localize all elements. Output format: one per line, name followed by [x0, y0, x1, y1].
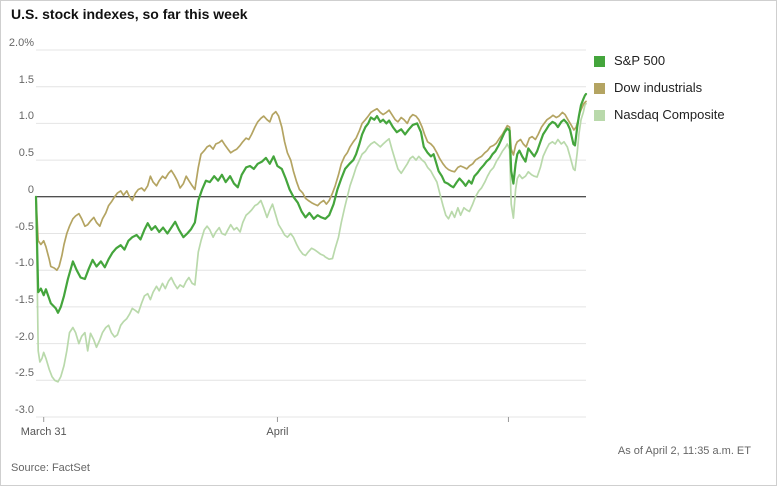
legend-swatch-icon: [594, 55, 605, 67]
legend: S&P 500 Dow industrials Nasdaq Composite: [594, 54, 725, 135]
legend-item-dow-industrials: Dow industrials: [594, 81, 725, 95]
as-of-note: As of April 2, 11:35 a.m. ET: [617, 445, 751, 457]
y-axis-label: 0: [27, 183, 34, 196]
legend-item-s-p-500: S&P 500: [594, 54, 725, 68]
y-axis-label: -3.0: [15, 404, 34, 416]
price-lines-chart: [34, 49, 588, 422]
chart-title: U.S. stock indexes, so far this week: [11, 6, 248, 22]
y-axis-label: 1.0: [18, 110, 34, 123]
y-axis-label: -1.5: [15, 293, 34, 306]
source-note: Source: FactSet: [11, 462, 90, 474]
plot-area: [34, 49, 588, 424]
y-axis-label: 1.5: [18, 73, 34, 86]
legend-item-nasdaq-composite: Nasdaq Composite: [594, 108, 725, 122]
series-line-nasdaq-composite: [35, 102, 587, 383]
y-axis-labels: 2.0% 1.5 1.0 0.5 0 -0.5 -1.0 -1.5 -2.0 -2.5 -3.0: [1, 1, 34, 485]
legend-swatch-icon: [594, 82, 605, 94]
legend-swatch-icon: [594, 109, 605, 121]
y-axis-label: -0.5: [15, 220, 34, 233]
y-axis-label: -1.0: [15, 257, 34, 270]
y-axis-label: -2.5: [15, 367, 34, 380]
y-axis-label: 2.0%: [8, 37, 34, 49]
legend-label: Dow industrials: [614, 80, 703, 95]
series-line-dow-industrials: [35, 100, 587, 272]
x-axis-label: April: [266, 426, 289, 438]
x-axis-label: March 31: [20, 426, 67, 438]
legend-label: Nasdaq Composite: [614, 107, 725, 122]
series-line-s-p-500: [34, 92, 588, 314]
y-axis-label: -2.0: [15, 330, 34, 343]
x-axis-labels: March 31 April: [21, 426, 586, 442]
legend-label: S&P 500: [614, 53, 666, 68]
y-axis-label: 0.5: [18, 147, 34, 160]
